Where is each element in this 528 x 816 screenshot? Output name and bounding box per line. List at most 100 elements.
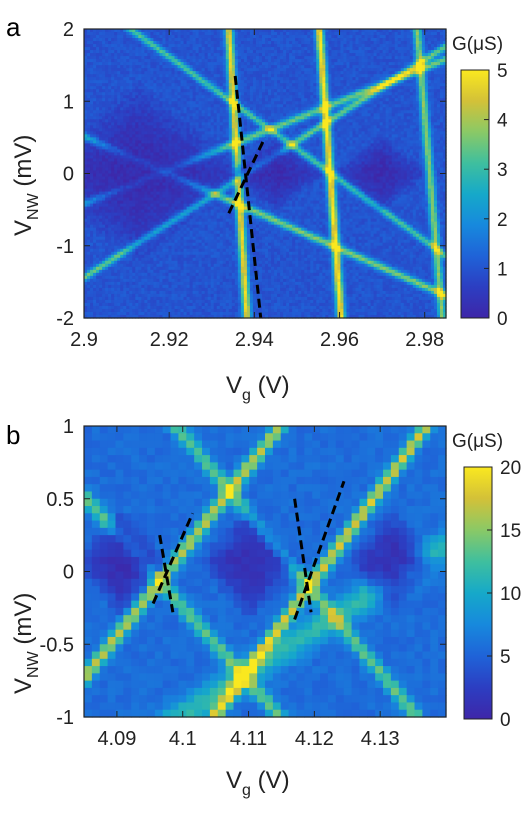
heatmap-cell [394,137,399,141]
heatmap-cell [295,107,299,111]
heatmap-cell [430,143,435,148]
heatmap-cell [349,107,354,111]
heatmap-cell [171,74,176,78]
heatmap-cell [219,140,224,144]
heatmap-cell [231,68,236,72]
heatmap-cell [364,95,369,99]
heatmap-cell [129,77,133,81]
heatmap-cell [331,92,335,96]
heatmap-cell [412,116,417,120]
heatmap-cell [186,92,191,96]
heatmap-cell [379,101,384,105]
heatmap-cell [334,80,338,84]
heatmap-cell [102,68,106,72]
heatmap-cell [246,104,251,108]
heatmap-cell [340,104,345,108]
heatmap-cell [274,113,278,117]
heatmap-cell [340,134,345,138]
heatmap-cell [334,113,338,117]
heatmap-cell [319,29,323,33]
heatmap-cell [433,107,438,111]
heatmap-cell [412,32,417,36]
heatmap-cell [252,128,257,132]
heatmap-cell [114,68,118,72]
heatmap-cell [99,53,103,57]
heatmap-cell [240,29,245,33]
heatmap-cell [280,95,284,99]
heatmap-cell [234,110,239,114]
heatmap-cell [90,38,94,42]
heatmap-cell [102,77,106,81]
heatmap-cell [427,134,432,138]
heatmap-cell [99,80,103,84]
heatmap-cell [228,68,233,72]
heatmap-cell [132,29,136,33]
heatmap-cell [316,38,320,42]
heatmap-cell [424,56,429,60]
heatmap-cell [382,89,387,93]
heatmap-cell [289,137,293,141]
heatmap-cell [234,101,239,105]
heatmap-cell [274,107,278,111]
heatmap-cell [240,65,245,69]
heatmap-cell [198,44,203,48]
heatmap-cell [177,59,182,63]
heatmap-cell [108,50,112,54]
heatmap-cell [180,65,185,69]
heatmap-cell [249,131,254,135]
heatmap-cell [376,74,381,78]
heatmap-cell [147,47,151,51]
heatmap-cell [147,65,151,69]
heatmap-cell [84,125,88,129]
heatmap-cell [370,62,375,66]
heatmap-cell [105,77,109,81]
heatmap-cell [373,32,378,36]
heatmap-cell [192,59,197,63]
heatmap-cell [403,53,408,57]
heatmap-cell [277,74,281,78]
heatmap-cell [376,101,381,105]
heatmap-cell [364,56,369,60]
heatmap-cell [433,131,438,135]
heatmap-cell [385,65,390,69]
heatmap-cell [352,107,357,111]
heatmap-cell [114,101,118,105]
heatmap-cell [346,80,351,84]
heatmap-cell [301,146,305,151]
heatmap-cell [415,35,420,39]
heatmap-cell [394,56,399,60]
heatmap-cell [138,104,142,108]
heatmap-cell [382,104,387,108]
heatmap-cell [385,137,390,141]
heatmap-cell [403,128,408,132]
heatmap-cell [343,143,348,148]
heatmap-cell [436,107,441,111]
heatmap-cell [135,53,139,57]
heatmap-cell [156,128,161,132]
heatmap-cell [355,116,360,120]
heatmap-cell [388,77,393,81]
heatmap-cell [349,44,354,48]
heatmap-cell [406,74,411,78]
heatmap-cell [93,65,97,69]
heatmap-cell [243,89,248,93]
heatmap-cell [358,104,363,108]
heatmap-cell [409,59,414,63]
heatmap-cell [123,71,127,75]
heatmap-cell [87,146,91,151]
heatmap-cell [186,122,191,126]
heatmap-cell [171,125,176,129]
heatmap-cell [90,92,94,96]
heatmap-cell [304,104,308,108]
heatmap-cell [126,71,130,75]
heatmap-cell [159,140,164,144]
heatmap-cell [228,92,233,96]
heatmap-cell [337,95,342,99]
heatmap-cell [355,83,360,87]
heatmap-cell [391,86,396,90]
heatmap-cell [361,59,366,63]
heatmap-cell [421,125,426,129]
heatmap-cell [397,116,402,120]
heatmap-cell [274,143,278,148]
heatmap-cell [271,29,275,33]
